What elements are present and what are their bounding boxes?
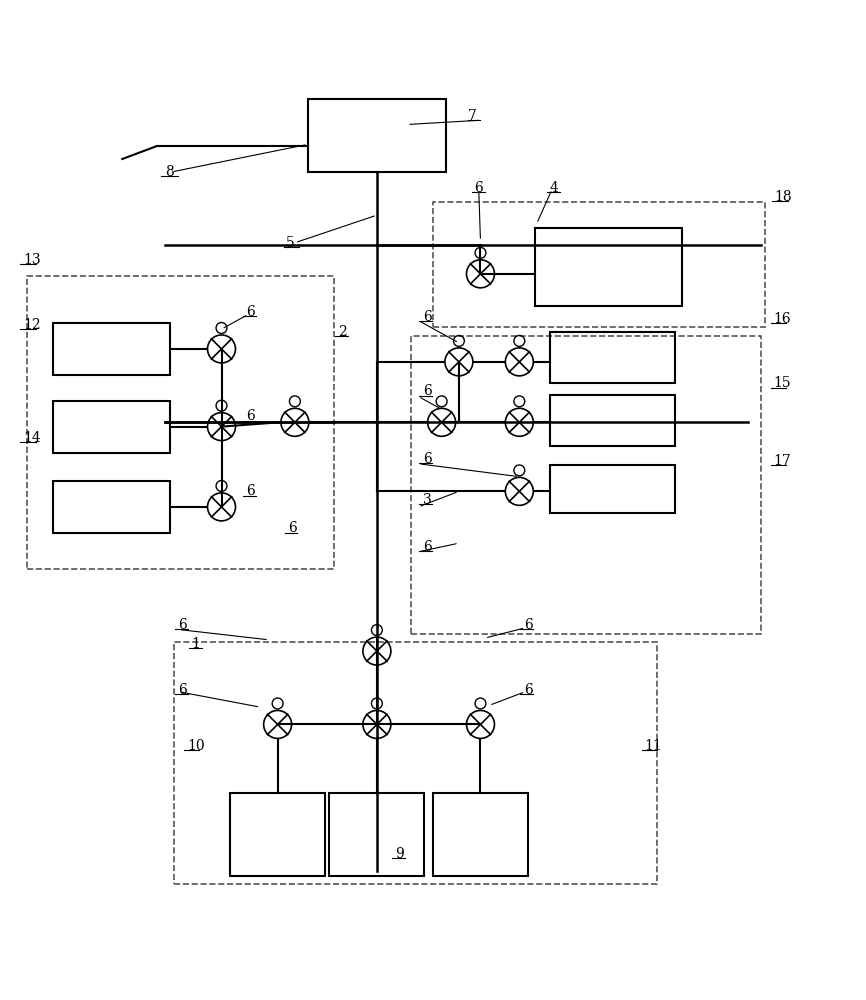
Bar xyxy=(28,276,333,569)
Text: 12: 12 xyxy=(23,318,41,332)
Bar xyxy=(433,202,766,327)
Text: 11: 11 xyxy=(644,739,662,753)
Text: 6: 6 xyxy=(423,452,431,466)
Text: 6: 6 xyxy=(247,305,255,319)
Text: 6: 6 xyxy=(423,384,431,398)
Text: 2: 2 xyxy=(338,325,346,339)
Text: 17: 17 xyxy=(773,454,791,468)
Text: 6: 6 xyxy=(524,683,533,697)
Bar xyxy=(550,465,675,513)
Text: 6: 6 xyxy=(423,540,431,554)
Text: 1: 1 xyxy=(191,637,200,651)
Text: 8: 8 xyxy=(165,165,174,179)
Text: 4: 4 xyxy=(550,181,559,195)
Bar xyxy=(53,401,170,453)
Text: 6: 6 xyxy=(247,484,255,498)
Text: 6: 6 xyxy=(178,683,187,697)
Text: 5: 5 xyxy=(287,236,295,250)
Text: 10: 10 xyxy=(187,739,204,753)
Bar xyxy=(174,642,657,884)
Text: 6: 6 xyxy=(288,521,297,535)
Text: 6: 6 xyxy=(423,310,431,324)
Bar xyxy=(550,332,675,383)
Bar xyxy=(535,228,682,306)
Text: 9: 9 xyxy=(395,847,404,861)
Text: 16: 16 xyxy=(773,312,791,326)
Bar xyxy=(53,481,170,533)
Text: 18: 18 xyxy=(774,190,792,204)
Text: 6: 6 xyxy=(247,409,255,423)
Text: 13: 13 xyxy=(23,253,41,267)
Bar xyxy=(433,793,528,876)
Bar xyxy=(230,793,325,876)
Text: 14: 14 xyxy=(23,431,41,445)
Bar xyxy=(53,323,170,375)
Bar xyxy=(411,336,761,634)
Text: 6: 6 xyxy=(524,618,533,632)
Bar xyxy=(329,793,424,876)
Text: 15: 15 xyxy=(773,376,791,390)
Text: 3: 3 xyxy=(423,493,431,507)
Text: 6: 6 xyxy=(178,618,187,632)
Bar xyxy=(307,99,446,172)
Bar xyxy=(550,395,675,446)
Text: 6: 6 xyxy=(475,181,483,195)
Text: 7: 7 xyxy=(468,109,476,123)
